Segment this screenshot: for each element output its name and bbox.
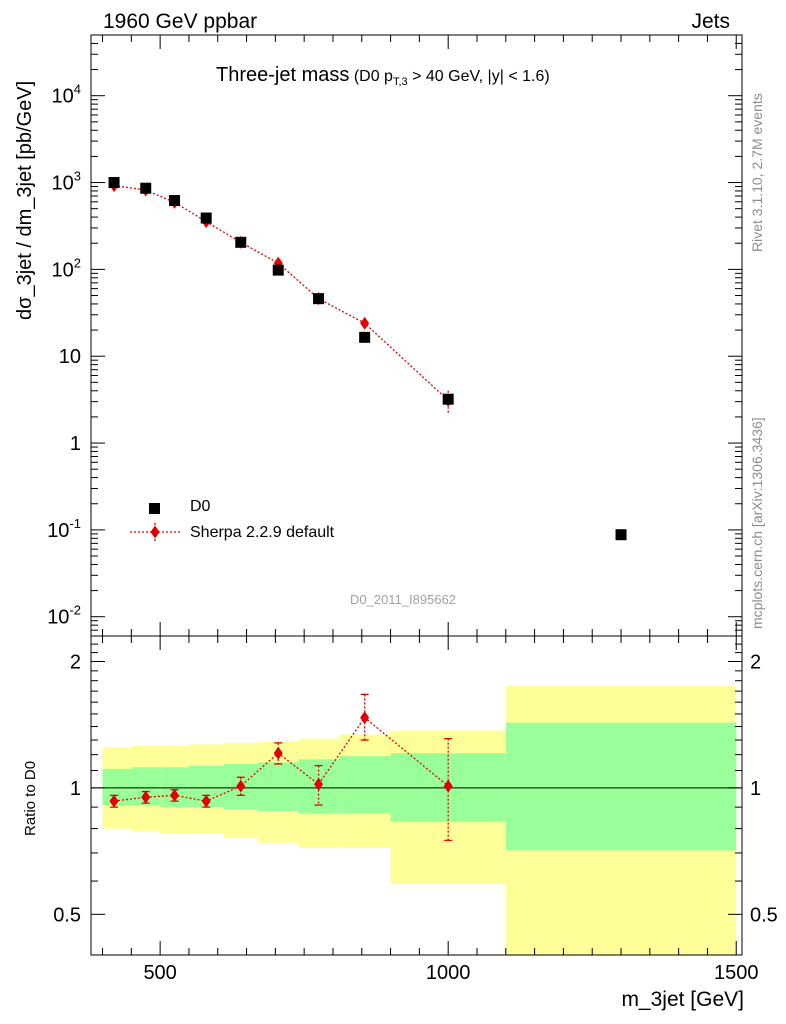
x-tick-label: 500 [143,962,176,984]
mc-point-main [360,316,370,330]
legend-markers [130,503,180,541]
rivet-info: Rivet 3.1.10, 2.7M events [749,93,765,252]
y-tick-label-ratio-right: 2 [750,651,761,673]
mc-point-ratio [109,794,119,808]
ratio-band-inner [505,722,737,851]
data-point [169,195,181,207]
y-tick-label-ratio-left: 0.5 [53,904,81,926]
title-main: Three-jet mass [216,64,350,86]
data-point [235,236,247,248]
axes-frames [90,34,743,956]
mc-point-ratio [170,788,180,802]
mc-series-main [109,179,453,414]
x-axis-label: m_3jet [GeV] [621,988,744,1011]
axis-tick-labels: 10-2 10-1 1 10 102 103 104 0.5 0.5 1 1 2 2 500 1000 150… [47,82,778,984]
title-cut-sub: T,3 [392,76,408,89]
y-tick-label-main: 104 [52,82,81,108]
data-point [442,393,454,405]
title-cut-suffix: > 40 GeV, |y| < 1.6) [407,68,550,85]
x-tick-label: 1000 [426,962,471,984]
y-tick-label-main: 10-1 [47,516,81,542]
mc-point-ratio [443,779,453,793]
y-tick-label-main: 102 [52,255,81,281]
mc-point-ratio [360,711,370,725]
chart-title: Three-jet mass (D0 pT,3 > 40 GeV, |y| < … [216,64,550,88]
y-tick-label-main: 1 [70,433,81,455]
y-tick-label-main: 10-2 [47,603,81,629]
mc-point-ratio [273,746,283,760]
y-tick-label-ratio-right: 1 [750,778,761,800]
data-point [359,331,371,343]
y-tick-label-main: 103 [52,169,81,195]
legend-mc-marker [150,525,160,539]
y-tick-label-ratio-right: 0.5 [750,904,778,926]
data-point [272,264,284,276]
mc-line-main [113,185,449,401]
mc-point-ratio [141,790,151,804]
legend-mc-label: Sherpa 2.2.9 default [190,524,335,541]
data-series-main [108,177,627,541]
data-point [108,177,120,189]
mc-point-ratio [314,777,324,791]
y-tick-label-main: 10 [59,346,81,368]
ratio-plot-frame [90,635,743,956]
legend-data-marker [149,503,160,514]
y-axis-label-main: dσ_3jet / dm_3jet [pb/GeV] [14,80,36,320]
mcplots-info: mcplots.cern.ch [arXiv:1306.3436] [749,417,765,629]
mc-point-ratio [236,779,246,793]
y-axis-label-ratio: Ratio to D0 [22,760,39,836]
axis-ticks [91,34,742,956]
ratio-band-inner [258,762,299,812]
title-cut-prefix: (D0 p [353,68,393,85]
y-tick-label-ratio-left: 2 [70,651,81,673]
data-point [140,182,152,194]
header-left: 1960 GeV ppbar [103,10,258,33]
main-plot-frame [90,34,743,637]
mc-point-ratio [201,794,211,808]
ratio-band-inner [338,756,391,814]
x-tick-label: 1500 [714,962,759,984]
data-point [200,212,212,224]
legend-data-label: D0 [190,498,211,515]
analysis-watermark: D0_2011_I895662 [350,592,457,607]
ratio-bands [102,685,737,955]
mc-line-ratio [113,716,449,802]
header-right: Jets [691,10,730,33]
data-point [615,529,627,541]
mc-series-ratio [109,693,453,842]
data-point [313,293,325,305]
y-tick-label-ratio-left: 1 [70,778,81,800]
